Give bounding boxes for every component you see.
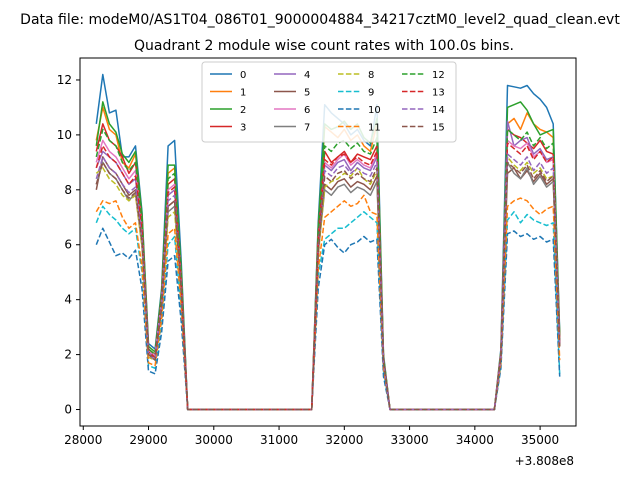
x-tick-label: 29000 bbox=[129, 433, 167, 447]
y-tick-label: 12 bbox=[57, 73, 72, 87]
legend-label-0: 0 bbox=[240, 70, 246, 81]
x-tick-label: 28000 bbox=[64, 433, 102, 447]
x-tick-label: 34000 bbox=[456, 433, 494, 447]
legend-label-2: 2 bbox=[240, 105, 246, 116]
legend-label-14: 14 bbox=[432, 105, 445, 116]
y-tick-label: 4 bbox=[64, 293, 72, 307]
axes-frame bbox=[79, 57, 577, 427]
legend-box bbox=[201, 61, 457, 143]
y-axis: 0 2 4 6 8 10 12 bbox=[57, 73, 80, 417]
x-offset-label: +3.808e8 bbox=[515, 454, 574, 468]
legend-label-10: 10 bbox=[368, 105, 381, 116]
x-tick-label: 35000 bbox=[521, 433, 559, 447]
chart-title: Quadrant 2 module wise count rates with … bbox=[134, 38, 514, 54]
x-axis: 28000 29000 30000 31000 32000 33000 34000 35000 bbox=[64, 426, 559, 447]
series-line-15 bbox=[95, 161, 561, 411]
legend-label-3: 3 bbox=[240, 123, 246, 134]
legend-label-15: 15 bbox=[432, 123, 445, 134]
legend-label-7: 7 bbox=[304, 123, 310, 134]
legend-label-5: 5 bbox=[304, 88, 310, 99]
legend-label-8: 8 bbox=[368, 70, 374, 81]
x-tick-label: 32000 bbox=[325, 433, 363, 447]
legend-label-6: 6 bbox=[304, 105, 310, 116]
x-tick-label: 31000 bbox=[260, 433, 298, 447]
x-tick-label: 30000 bbox=[195, 433, 233, 447]
legend-label-1: 1 bbox=[240, 88, 246, 99]
y-tick-label: 0 bbox=[64, 403, 72, 417]
y-tick-label: 10 bbox=[57, 128, 72, 142]
y-tick-label: 6 bbox=[64, 238, 72, 252]
legend-label-11: 11 bbox=[368, 123, 381, 134]
x-tick-label: 33000 bbox=[390, 433, 428, 447]
y-tick-label: 2 bbox=[64, 348, 72, 362]
legend-label-13: 13 bbox=[432, 88, 445, 99]
figure-suptitle: Data file: modeM0/AS1T04_086T01_90000048… bbox=[20, 12, 620, 28]
legend-label-9: 9 bbox=[368, 88, 374, 99]
y-tick-label: 8 bbox=[64, 183, 72, 197]
series-line-12 bbox=[95, 128, 561, 411]
series-line-9 bbox=[95, 205, 561, 411]
legend-label-4: 4 bbox=[304, 70, 310, 81]
legend-label-12: 12 bbox=[432, 70, 445, 81]
